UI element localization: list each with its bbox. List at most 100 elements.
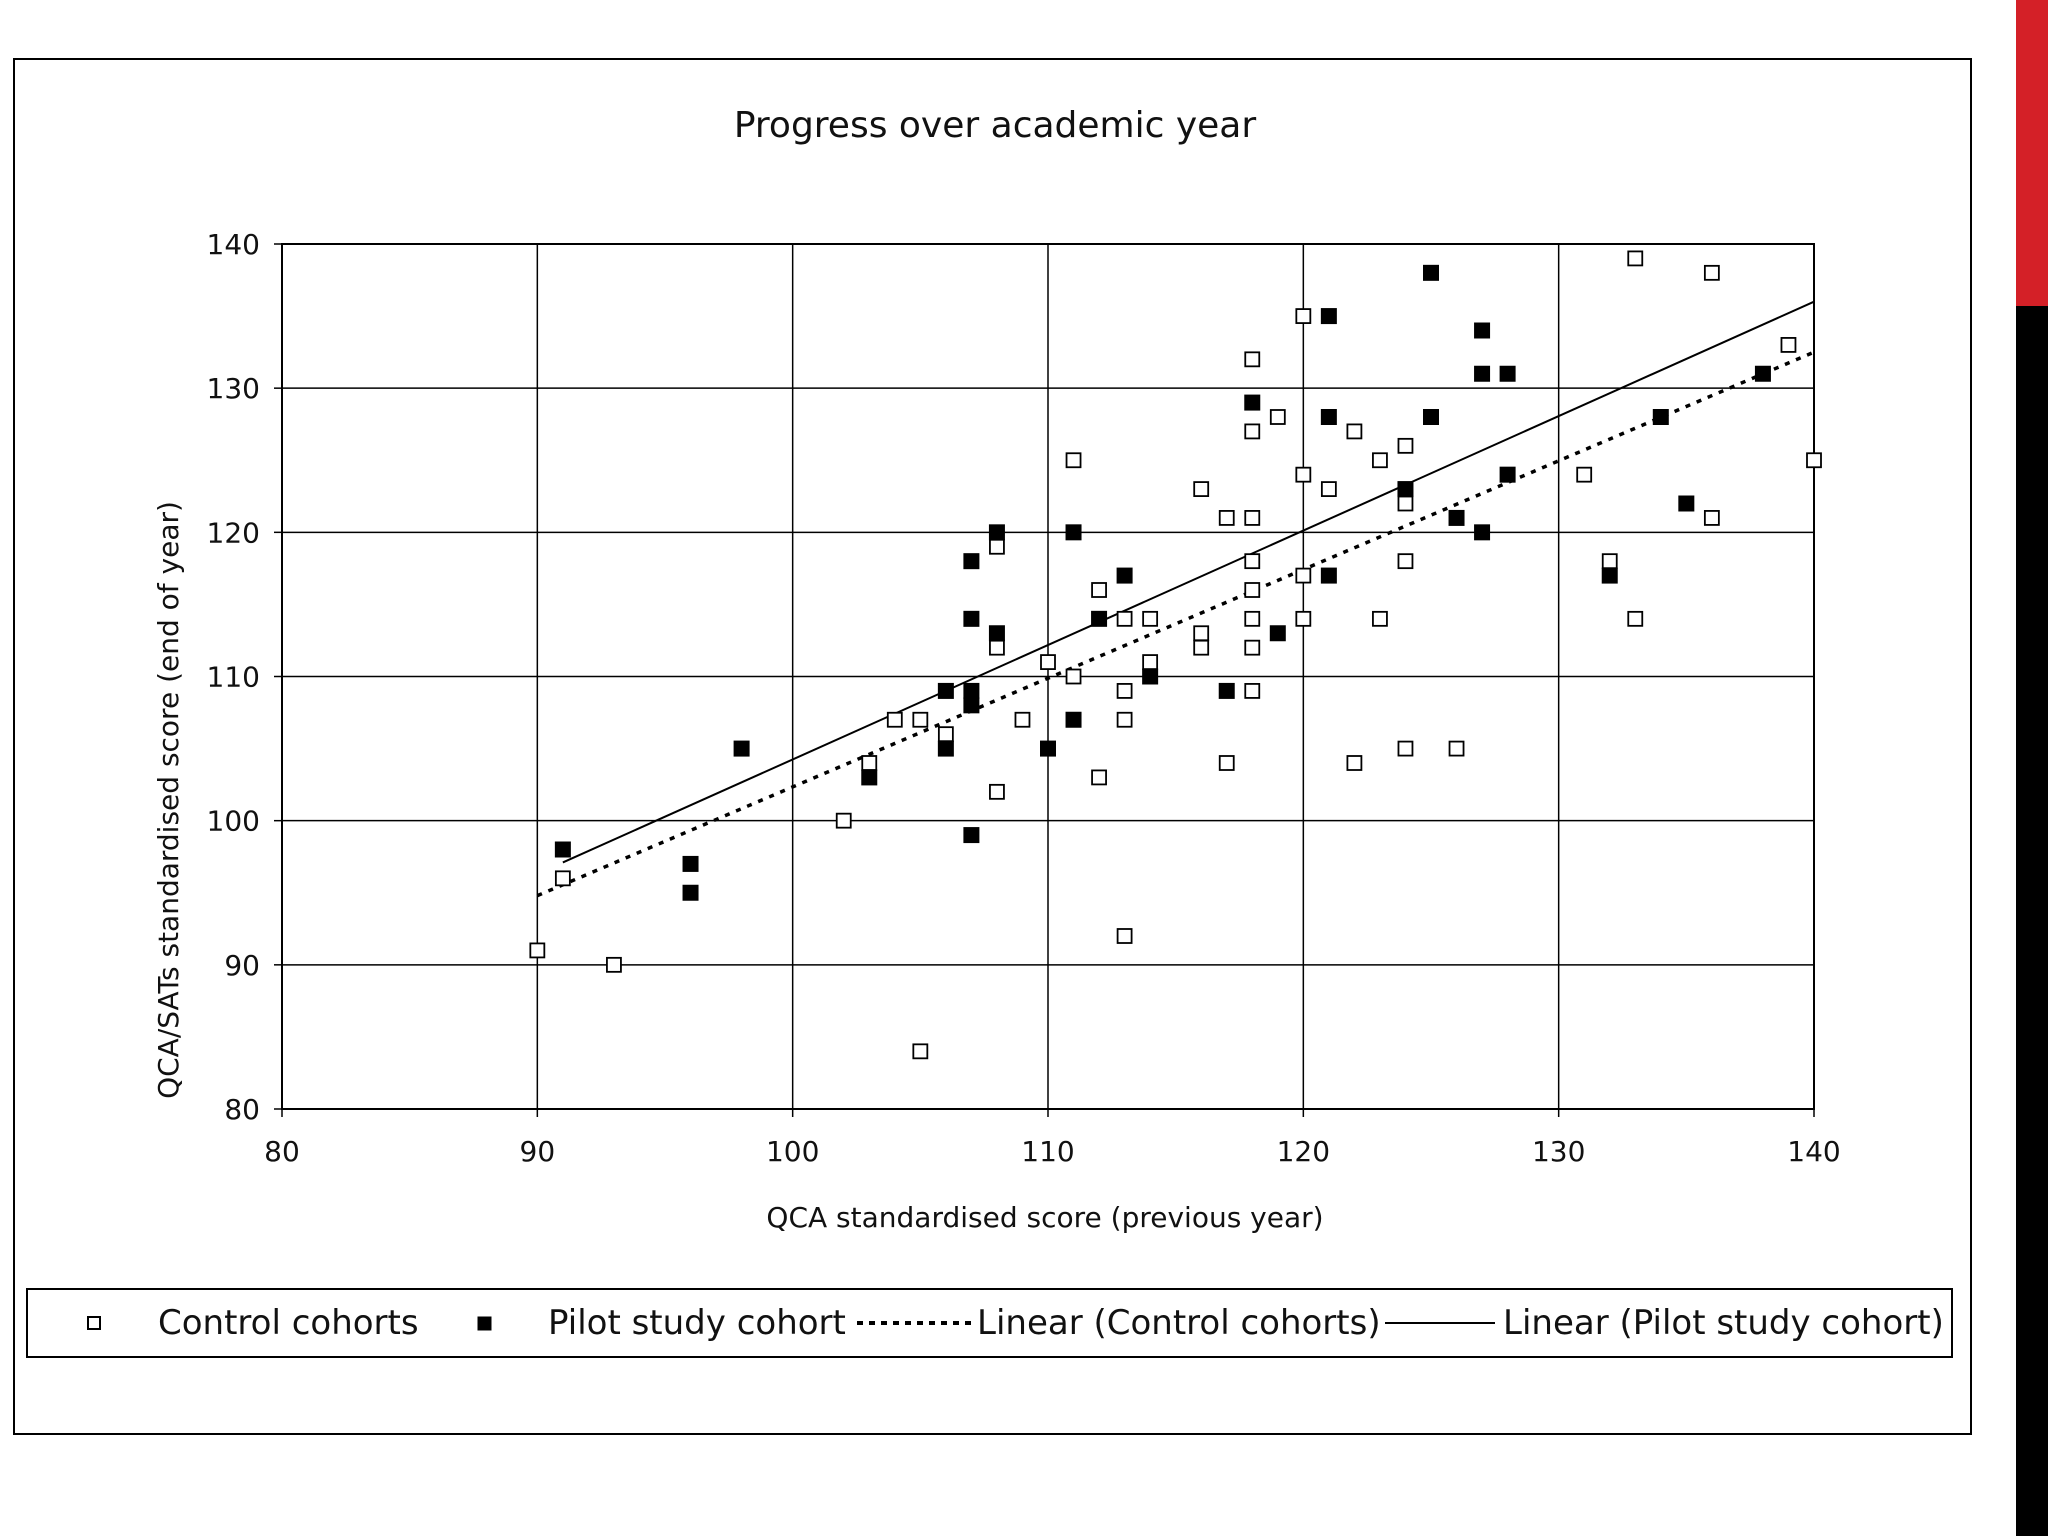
trendline-control: [536, 350, 1815, 898]
control-point: [1703, 510, 1720, 526]
control-point: [1397, 495, 1414, 512]
pilot-point: [1065, 711, 1082, 728]
x-tick-label: 120: [1277, 1135, 1330, 1168]
trendline-pilot: [562, 300, 1815, 864]
control-point: [1397, 740, 1414, 757]
pilot-point: [1320, 409, 1337, 425]
legend: Control cohorts Pilot study cohort Linea…: [26, 1288, 1953, 1358]
control-point: [1244, 351, 1261, 368]
pilot-point: [1320, 567, 1337, 584]
x-axis-label: QCA standardised score (previous year): [766, 1201, 1323, 1234]
legend-box: [26, 1288, 1953, 1358]
control-point: [1576, 466, 1593, 483]
pilot-point: [963, 697, 980, 714]
control-point: [1244, 639, 1261, 656]
control-point: [1116, 711, 1133, 728]
pilot-point: [1448, 509, 1465, 526]
pilot-point: [1474, 322, 1491, 339]
pilot-point: [988, 524, 1005, 541]
pilot-point: [1320, 308, 1337, 325]
pilot-point: [1754, 365, 1771, 382]
control-point: [529, 942, 546, 959]
chart-frame: Progress over academic year 80 90 100 110 12…: [13, 58, 1972, 1435]
pilot-point: [937, 740, 954, 757]
pilot-point: [733, 740, 750, 757]
control-point: [1116, 683, 1133, 699]
chart-title: Progress over academic year: [734, 105, 1257, 146]
pilot-point: [1423, 264, 1439, 281]
pilot-point: [1423, 409, 1439, 425]
pilot-point: [1474, 524, 1491, 541]
control-point: [937, 726, 954, 743]
control-point: [912, 1043, 929, 1060]
control-point: [1320, 481, 1337, 497]
pilot-point: [988, 625, 1005, 642]
control-point: [1346, 423, 1363, 440]
control-point: [1295, 308, 1312, 324]
control-point: [1244, 510, 1261, 526]
control-point: [1091, 582, 1107, 598]
control-point: [1091, 769, 1107, 786]
control-point: [1601, 553, 1618, 570]
control-point: [1346, 755, 1363, 771]
y-tick-label: 80: [224, 1093, 260, 1126]
pilot-point: [1116, 567, 1133, 584]
control-point: [1142, 654, 1159, 670]
control-point: [606, 956, 622, 973]
control-point: [1065, 452, 1082, 469]
control-point: [1295, 466, 1312, 483]
control-point: [1065, 668, 1082, 685]
control-point: [1218, 755, 1235, 771]
control-point: [1397, 437, 1414, 454]
control-point: [1244, 610, 1261, 627]
pilot-point: [1244, 394, 1261, 411]
control-point: [1397, 553, 1414, 570]
x-tick-label: 130: [1532, 1135, 1585, 1168]
x-tick-label: 100: [766, 1135, 819, 1168]
x-tick-label: 80: [264, 1135, 300, 1168]
control-point: [1142, 610, 1159, 627]
y-tick-label: 120: [207, 516, 260, 549]
pilot-point: [1499, 365, 1516, 382]
pilot-point: [1499, 466, 1516, 483]
y-tick-label: 90: [224, 949, 260, 982]
y-tick-label: 100: [207, 805, 260, 838]
pilot-point: [963, 553, 980, 570]
pilot-point: [1142, 668, 1159, 685]
control-point: [1806, 452, 1822, 469]
control-point: [1372, 610, 1388, 627]
pilot-point: [1601, 567, 1618, 584]
control-point: [989, 538, 1005, 555]
legend-marker-control: [87, 1316, 101, 1330]
pilot-point: [1269, 625, 1286, 642]
control-point: [1244, 423, 1261, 440]
control-point: [1295, 567, 1312, 584]
scatter-chart: Progress over academic year 80 90 100 110 12…: [26, 105, 1953, 1358]
pilot-point: [1678, 495, 1695, 512]
x-tick-label: 90: [520, 1135, 556, 1168]
control-point: [1116, 610, 1133, 627]
pilot-point: [963, 827, 980, 844]
control-point: [1193, 481, 1210, 497]
x-tick-label: 110: [1021, 1135, 1074, 1168]
control-point: [1244, 683, 1261, 699]
control-point: [1703, 264, 1720, 281]
trendlines: [536, 300, 1815, 898]
pilot-point: [1474, 365, 1491, 382]
control-point: [989, 783, 1005, 800]
pilot-point: [1040, 740, 1056, 757]
legend-label-pilot: Pilot study cohort: [548, 1303, 846, 1343]
control-point: [861, 755, 878, 771]
data-points: [529, 250, 1822, 1060]
x-tick-label: 140: [1787, 1135, 1840, 1168]
axis-ticks: 80 90 100 110 120 130 140 80 90 100 110 120 130 140: [207, 228, 1841, 1168]
legend-label-pilot-trend: Linear (Pilot study cohort): [1503, 1303, 1944, 1343]
legend-marker-pilot: [477, 1316, 492, 1331]
control-point: [886, 711, 903, 728]
pilot-point: [1218, 682, 1235, 699]
pilot-point: [1065, 524, 1082, 541]
control-point: [1040, 654, 1056, 670]
control-point: [989, 639, 1005, 656]
y-tick-label: 130: [207, 372, 260, 405]
